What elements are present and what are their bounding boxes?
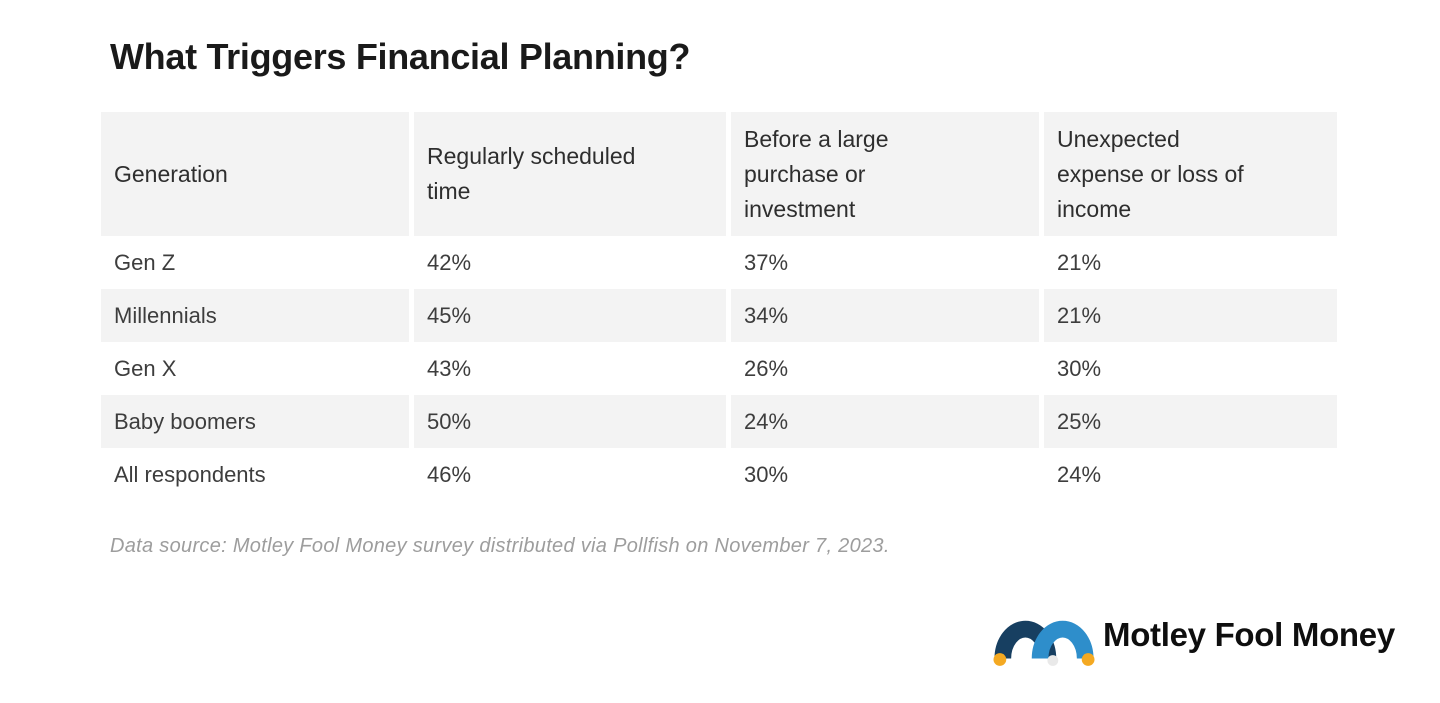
table-cell: 24% bbox=[731, 395, 1039, 448]
page-title: What Triggers Financial Planning? bbox=[110, 36, 691, 77]
table-cell: 21% bbox=[1057, 249, 1102, 275]
table-cell: 30% bbox=[1057, 355, 1102, 381]
table-cell: 25% bbox=[1044, 395, 1337, 448]
table-cell: 42% bbox=[427, 249, 472, 275]
logo-wordmark: Motley Fool Money bbox=[1103, 616, 1395, 653]
table-cell: 34% bbox=[731, 289, 1039, 342]
jester-hat-icon bbox=[993, 620, 1095, 666]
row-label-gen-z: Gen Z bbox=[114, 249, 176, 275]
table-cell: 21% bbox=[1044, 289, 1337, 342]
column-header-large-purchase: Before a large purchase or investment bbox=[731, 112, 1039, 236]
row-label-all-respondents: All respondents bbox=[114, 461, 266, 487]
row-label-gen-x: Gen X bbox=[114, 355, 177, 381]
jester-bell-right-icon bbox=[1081, 653, 1095, 666]
table-cell: 43% bbox=[427, 355, 472, 381]
column-header-unexpected-expense: Unexpected expense or loss of income bbox=[1044, 112, 1337, 236]
table-cell: 24% bbox=[1057, 461, 1102, 487]
motley-fool-money-logo: Motley Fool Money bbox=[993, 602, 1395, 668]
table-cell: 37% bbox=[744, 249, 789, 275]
jester-hat-right-arch bbox=[1031, 620, 1094, 659]
table-cell: 50% bbox=[414, 395, 726, 448]
table-cell: 46% bbox=[427, 461, 472, 487]
column-header-label: Before a large purchase or investment bbox=[744, 125, 889, 222]
column-header-regularly-scheduled: Regularly scheduled time bbox=[414, 112, 726, 236]
jester-bell-middle-icon bbox=[1047, 655, 1059, 666]
table-cell: 26% bbox=[744, 355, 789, 381]
table-cell: 30% bbox=[744, 461, 789, 487]
row-label-baby-boomers: Baby boomers bbox=[101, 395, 409, 448]
column-header-generation: Generation bbox=[101, 112, 409, 236]
column-header-label: Regularly scheduled time bbox=[427, 143, 636, 204]
jester-bell-left-icon bbox=[993, 653, 1007, 666]
column-header-label: Unexpected expense or loss of income bbox=[1057, 125, 1244, 222]
row-label-millennials: Millennials bbox=[101, 289, 409, 342]
table-cell: 45% bbox=[414, 289, 726, 342]
data-source-note: Data source: Motley Fool Money survey di… bbox=[110, 535, 890, 557]
financial-planning-table: Generation Regularly scheduled time Befo… bbox=[101, 112, 1337, 501]
column-header-label: Generation bbox=[114, 160, 228, 187]
